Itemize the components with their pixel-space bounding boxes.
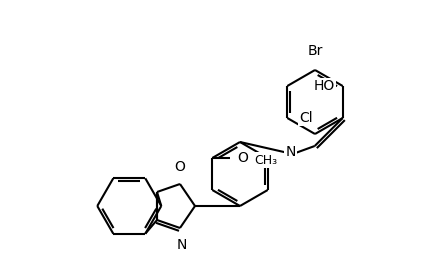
Text: HO: HO bbox=[314, 79, 335, 93]
Text: Br: Br bbox=[307, 44, 322, 58]
Text: CH₃: CH₃ bbox=[254, 154, 277, 166]
Text: Cl: Cl bbox=[299, 111, 313, 125]
Text: O: O bbox=[175, 160, 185, 174]
Text: N: N bbox=[285, 145, 296, 159]
Text: O: O bbox=[237, 151, 248, 165]
Text: N: N bbox=[177, 238, 187, 252]
